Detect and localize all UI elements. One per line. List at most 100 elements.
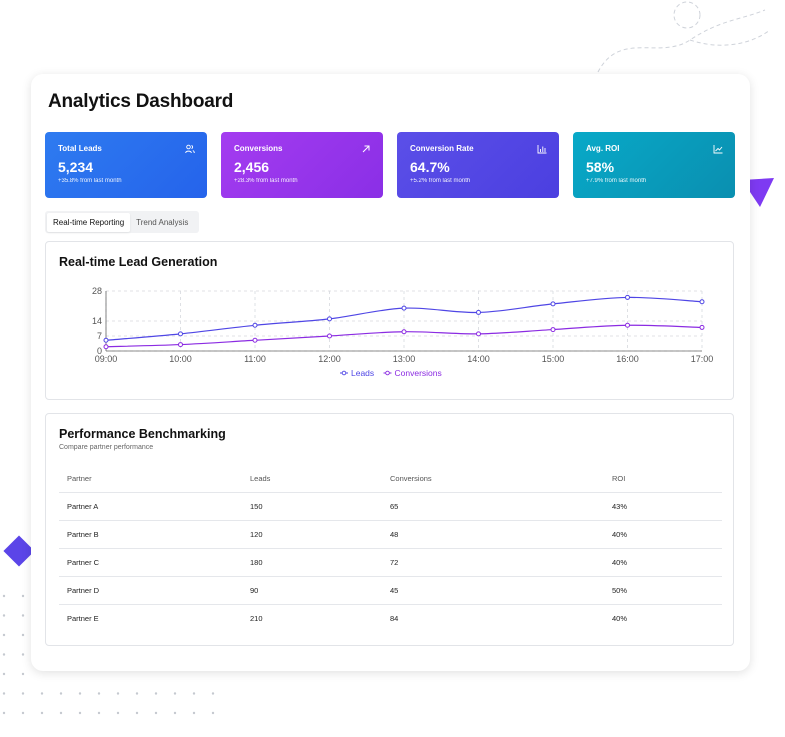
cell-roi: 40% (612, 614, 628, 623)
data-point-conversions (178, 342, 183, 348)
cell-conversions: 72 (382, 548, 604, 577)
cell-partner: Partner B (59, 520, 242, 549)
data-point-leads (476, 309, 481, 315)
data-point-leads (327, 316, 332, 322)
data-point-conversions (476, 331, 481, 337)
lead-generation-chart: 0 7 14 28 09:00 10:00 11:00 12:00 13:00 14:00 15:0… (92, 286, 714, 378)
stat-label: Total Leads (58, 144, 102, 153)
stat-value: 58% (586, 159, 615, 175)
realtime-chart-title: Real-time Lead Generation (59, 255, 218, 269)
cell-conversions: 48 (382, 520, 604, 549)
cell-partner: Partner D (59, 576, 242, 605)
table-row[interactable]: Partner E 210 84 40% (59, 605, 722, 633)
x-tick-label: 09:00 (95, 354, 118, 364)
y-tick-label: 14 (92, 316, 102, 326)
users-icon (185, 144, 195, 154)
stat-change: +5.2% from last month (410, 178, 471, 184)
data-point-conversions (401, 329, 407, 335)
table-row[interactable]: Partner C 180 72 40% (59, 548, 722, 577)
table-row[interactable]: Partner B 120 48 40% (59, 520, 722, 549)
stat-change: +35.8% from last month (58, 178, 122, 184)
x-tick-label: 17:00 (691, 354, 714, 364)
stat-change: +28.3% from last month (234, 178, 298, 184)
stat-card-conversion-rate[interactable]: Conversion Rate 64.7% +5.2% from last mo… (397, 132, 559, 198)
x-tick-label: 10:00 (169, 354, 192, 364)
stat-card-conversions[interactable]: Conversions 2,456 +28.3% from last month (221, 132, 383, 198)
x-tick-label: 13:00 (393, 354, 416, 364)
bar-chart-icon (537, 145, 547, 154)
tab-trend-analysis[interactable]: Trend Analysis (136, 217, 189, 227)
x-tick-label: 15:00 (542, 354, 565, 364)
cell-conversions: 84 (390, 614, 399, 623)
stat-label: Conversions (234, 144, 283, 153)
benchmark-title: Performance Benchmarking (59, 427, 226, 441)
data-point-conversions (550, 327, 556, 333)
benchmark-panel: Performance Benchmarking Compare partner… (45, 413, 734, 646)
data-point-leads (699, 299, 705, 305)
table-row[interactable]: Partner D 90 45 50% (59, 576, 722, 605)
decorative-diamond (3, 535, 35, 567)
cell-leads: 90 (242, 576, 382, 605)
data-point-conversions (252, 337, 258, 343)
view-tabs: Real-time Reporting Trend Analysis (45, 211, 199, 233)
y-tick-label: 28 (92, 286, 102, 296)
column-header-roi[interactable]: ROI (604, 465, 722, 493)
column-header-conversions[interactable]: Conversions (382, 465, 604, 493)
cell-roi: 50% (604, 576, 722, 605)
cell-roi: 40% (604, 520, 722, 549)
legend-marker (341, 370, 347, 376)
page-title: Analytics Dashboard (48, 91, 234, 112)
legend-label: Leads (351, 368, 374, 378)
stat-change: +7.9% from last month (586, 178, 647, 184)
cell-leads: 180 (242, 548, 382, 577)
stat-label: Avg. ROI (586, 144, 620, 153)
x-tick-label: 11:00 (244, 354, 266, 364)
data-point-conversions (625, 322, 630, 328)
arrow-up-right-icon (362, 145, 370, 153)
data-point-conversions (327, 333, 332, 339)
cell-leads: 120 (242, 520, 382, 549)
stat-value: 64.7% (410, 159, 450, 175)
cell-partner: Partner A (59, 492, 242, 521)
cell-leads: 150 (242, 492, 382, 521)
stat-value: 2,456 (234, 159, 270, 175)
data-point-leads (625, 294, 630, 300)
column-header-partner[interactable]: Partner (59, 465, 242, 493)
decorative-dot-grid (2, 594, 215, 715)
x-tick-label: 14:00 (467, 354, 490, 364)
stat-card-avg-roi[interactable]: Avg. ROI 58% +7.9% from last month (573, 132, 735, 198)
decorative-triangle (742, 178, 774, 207)
dashboard-card: Analytics Dashboard Total Leads 5,234 +3… (31, 74, 750, 671)
x-tick-label: 12:00 (318, 354, 341, 364)
cell-conversions: 65 (382, 492, 604, 521)
cell-roi: 40% (604, 548, 722, 577)
data-point-leads (401, 305, 407, 311)
stat-card-total-leads[interactable]: Total Leads 5,234 +35.8% from last month (45, 132, 207, 198)
y-tick-label: 7 (97, 331, 102, 341)
data-point-conversions (103, 344, 109, 350)
cell-conversions: 45 (382, 576, 604, 605)
table-header-row: Partner Leads Conversions ROI (59, 465, 722, 493)
cell-roi: 43% (604, 492, 722, 521)
realtime-lead-panel: Real-time Lead Generation 0 7 14 28 09:00 10:… (45, 241, 734, 400)
legend-marker (385, 370, 390, 376)
cell-partner: Partner C (59, 548, 242, 577)
cell-partner: Partner E (67, 614, 99, 623)
tab-real-time-reporting[interactable]: Real-time Reporting (47, 212, 131, 232)
y-tick-label: 0 (97, 346, 102, 356)
stat-value: 5,234 (58, 159, 94, 175)
benchmark-subtitle: Compare partner performance (59, 444, 154, 451)
data-point-leads (252, 322, 258, 328)
column-header-leads[interactable]: Leads (242, 465, 382, 493)
data-point-leads (550, 301, 556, 307)
data-point-leads (178, 331, 183, 337)
table-row[interactable]: Partner A 150 65 43% (59, 492, 722, 521)
line-chart-icon (713, 145, 723, 154)
benchmark-table: Partner Leads Conversions ROI Partner A … (59, 465, 722, 632)
stat-label: Conversion Rate (410, 144, 474, 153)
decorative-swirl (597, 1, 771, 73)
cell-leads: 210 (250, 614, 263, 623)
data-point-leads (103, 337, 109, 343)
data-point-conversions (699, 324, 705, 330)
x-tick-label: 16:00 (616, 354, 639, 364)
